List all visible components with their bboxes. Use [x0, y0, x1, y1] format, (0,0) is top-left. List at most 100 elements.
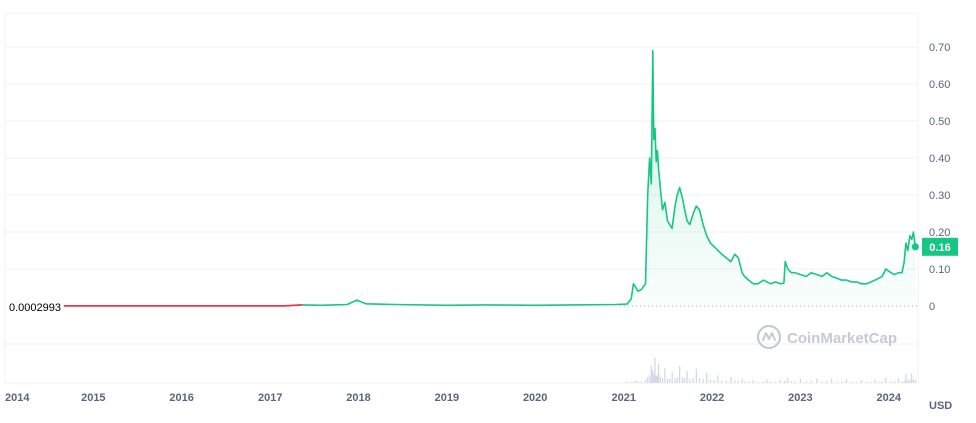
x-tick-label: 2021 [612, 392, 636, 404]
volume-bar [640, 382, 643, 383]
volume-bar [912, 379, 915, 383]
volume-bar [659, 377, 661, 383]
volume-bar [721, 380, 723, 383]
volume-bar [653, 374, 655, 383]
volume-bar [870, 381, 872, 383]
watermark-text: CoinMarketCap [787, 330, 897, 347]
currency-unit-label: USD [929, 400, 952, 412]
volume-bar [734, 380, 736, 383]
volume-bar [816, 378, 818, 383]
volume-bar [741, 378, 743, 383]
volume-bar [907, 380, 909, 383]
volume-bar [676, 377, 678, 383]
current-price-badge: 0.16 [922, 237, 958, 256]
volume-bar [855, 381, 857, 383]
volume-bar [779, 379, 781, 383]
x-tick-label: 2016 [169, 392, 193, 404]
y-tick-label: 0.30 [929, 190, 950, 202]
volume-bar [851, 381, 853, 383]
volume-bar [799, 378, 801, 383]
volume-bar [656, 375, 658, 383]
y-tick-label: 0.60 [929, 79, 950, 91]
x-tick-label: 2020 [523, 392, 547, 404]
price-line-early [63, 304, 303, 307]
volume-bar [650, 365, 652, 383]
current-price-text: 0.16 [929, 242, 950, 254]
volume-bar [805, 381, 807, 383]
volume-bar [679, 366, 681, 383]
volume-bar [783, 381, 785, 383]
volume-bar [654, 357, 656, 383]
volume-bar [626, 382, 628, 383]
volume-bar [730, 376, 732, 383]
volume-bar [649, 375, 651, 383]
volume-bar [686, 370, 688, 383]
volume-bar [909, 379, 911, 383]
y-tick-label: 0.40 [929, 153, 950, 165]
volume-bar [905, 374, 907, 383]
volume-bar [790, 381, 793, 383]
volume-bar [890, 381, 892, 383]
volume-bar [630, 382, 632, 383]
volume-bar [845, 379, 847, 383]
volume-bar [877, 381, 880, 383]
volume-bar [671, 371, 673, 383]
price-line[interactable] [302, 49, 917, 307]
volume-bar [901, 381, 903, 383]
volume-bar [652, 370, 654, 383]
volume-bar [637, 382, 639, 383]
volume-bar [632, 381, 635, 383]
volume-bar [706, 373, 708, 383]
volume-bar [709, 379, 711, 383]
volume-bar [695, 368, 697, 383]
volume-bar [689, 378, 691, 383]
volume-bar [787, 377, 789, 383]
volume-bar [717, 375, 719, 383]
volume-bar [725, 380, 727, 383]
x-tick-label: 2023 [788, 392, 812, 404]
volume-bar [885, 377, 887, 383]
volume-bar [655, 375, 657, 383]
volume-bar [681, 377, 684, 383]
current-price-marker[interactable] [911, 243, 919, 251]
volume-bar [657, 363, 660, 383]
coinmarketcap-logo-icon [756, 324, 782, 350]
y-tick-label: 0.10 [929, 264, 950, 276]
y-tick-label: 0 [929, 301, 935, 313]
volume-bar [748, 381, 750, 383]
volume-bar [752, 379, 754, 383]
x-tick-label: 2019 [435, 392, 459, 404]
y-tick-label: 0.20 [929, 227, 950, 239]
volume-bar [897, 378, 899, 383]
volume-bar [893, 381, 896, 383]
volume-bar [743, 381, 746, 383]
volume-bar [674, 377, 676, 383]
x-tick-label: 2024 [876, 392, 901, 404]
x-tick-label: 2014 [5, 392, 30, 404]
volume-bar [810, 381, 812, 383]
volume-bar [664, 368, 666, 383]
x-tick-label: 2018 [346, 392, 370, 404]
volume-bar [766, 379, 768, 383]
y-tick-label: 0.70 [929, 42, 950, 54]
volume-bar [669, 378, 671, 383]
volume-bar [661, 378, 664, 383]
volume-bar [762, 381, 764, 383]
volume-bar [757, 381, 759, 383]
volume-bar [840, 381, 843, 383]
volume-bar [794, 381, 796, 383]
volume-bar [821, 381, 823, 383]
x-tick-label: 2015 [81, 392, 105, 404]
price-area [302, 50, 916, 307]
volume-bar [774, 381, 777, 383]
x-tick-label: 2017 [258, 392, 282, 404]
volume-bar [914, 380, 916, 383]
volume-bar [770, 381, 772, 383]
volume-bar [684, 378, 686, 383]
volume-bars [626, 357, 916, 383]
coinmarketcap-watermark: CoinMarketCap [756, 324, 897, 350]
plot-frame [4, 12, 919, 384]
volume-bar [784, 380, 786, 383]
